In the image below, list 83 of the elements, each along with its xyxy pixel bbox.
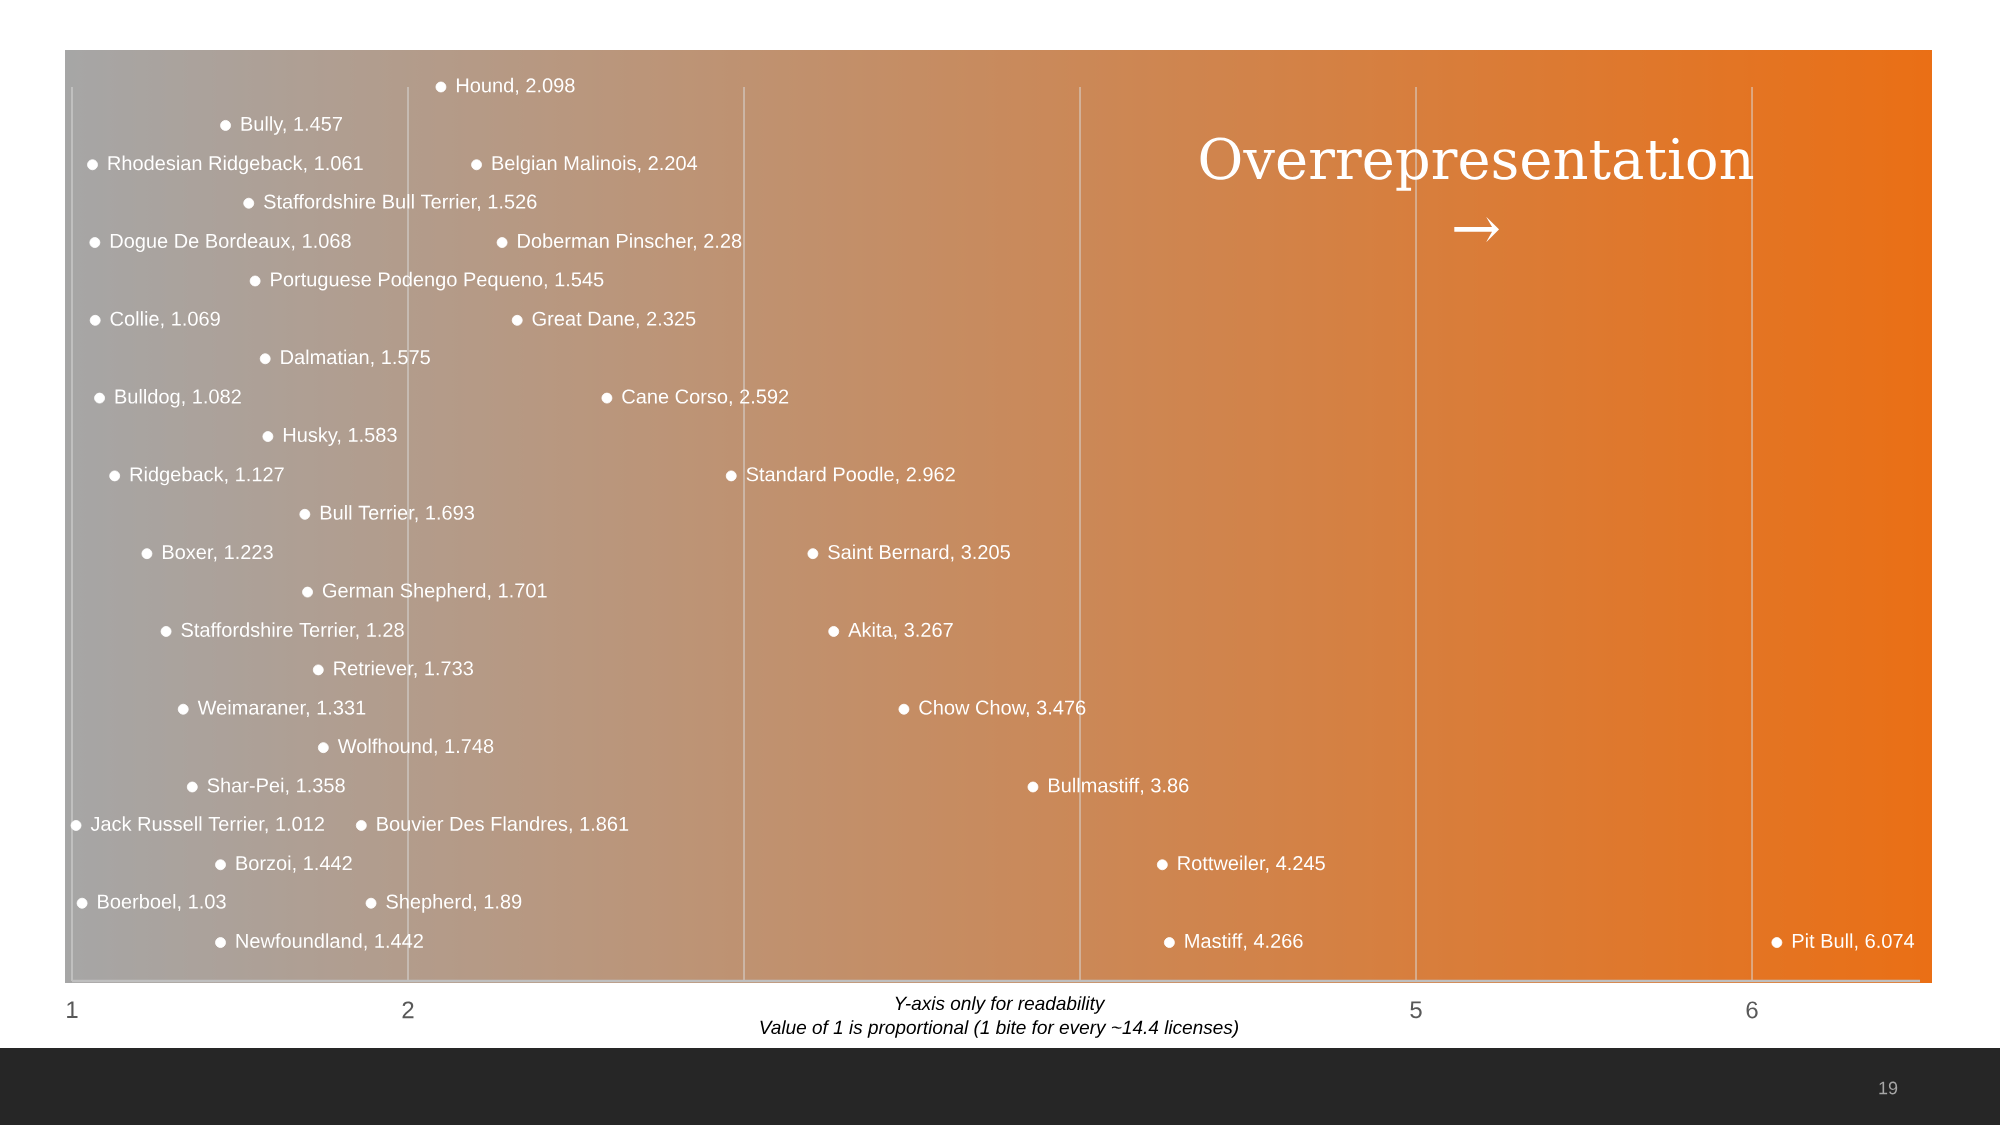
- point: [807, 548, 819, 560]
- annotation: Dalmatian, 1.575: [281, 349, 430, 367]
- annotation: Bully, 1.457: [241, 116, 342, 135]
- annotation: Husky, 1.583: [283, 427, 397, 446]
- point: [94, 392, 105, 404]
- point: [243, 197, 255, 209]
- annotation: Weimaraner, 1.331: [197, 700, 366, 718]
- x-tick-label: 5: [1410, 1001, 1422, 1019]
- point: [317, 742, 329, 754]
- x-tick-label: 6: [1746, 1001, 1758, 1019]
- text: Value of 1 is proportional (1 bite for every ~14.4 licenses): [760, 1020, 1238, 1038]
- annotation: Borzoi, 1.442: [236, 855, 352, 873]
- annotation: Doberman Pinscher, 2.28: [518, 233, 742, 251]
- text: Overrepresentation: [1200, 137, 1754, 191]
- annotation: Belgian Malinois, 2.204: [492, 155, 698, 175]
- point: [262, 431, 274, 442]
- point: [355, 820, 367, 831]
- annotation: Rhodesian Ridgeback, 1.061: [108, 155, 363, 175]
- point: [601, 392, 613, 404]
- annotation: Great Dane, 2.325: [532, 311, 696, 329]
- annotation: Saint Bernard, 3.205: [828, 544, 1010, 562]
- annotation: Chow Chow, 3.476: [919, 700, 1086, 718]
- annotation: Staffordshire Terrier, 1.28: [181, 622, 404, 640]
- text: 19: [1879, 1081, 1898, 1095]
- point: [89, 314, 101, 326]
- point: [89, 237, 101, 248]
- annotation: Newfoundland, 1.442: [236, 933, 423, 951]
- point: [299, 508, 311, 520]
- x-tick-label: 1: [67, 1001, 78, 1018]
- point: [725, 470, 737, 482]
- point: [109, 470, 121, 482]
- point: [302, 586, 313, 598]
- point: [87, 159, 98, 171]
- point: [471, 159, 482, 171]
- annotation: Akita, 3.267: [848, 622, 953, 640]
- text: Y-axis only for readability: [895, 996, 1106, 1014]
- point: [70, 820, 82, 831]
- point: [1156, 859, 1168, 871]
- annotation: Bouvier Des Flandres, 1.861: [377, 816, 629, 834]
- annotation: German Shepherd, 1.701: [322, 582, 547, 602]
- annotation: Bullmastiff, 3.86: [1049, 777, 1189, 795]
- annotation: Jack Russell Terrier, 1.012: [90, 816, 324, 834]
- annotation: Mastiff, 4.266: [1185, 933, 1303, 951]
- point: [215, 937, 226, 948]
- point: [141, 548, 153, 560]
- point: [1027, 781, 1039, 793]
- point: [76, 897, 88, 909]
- point: [220, 120, 231, 131]
- annotation: Retriever, 1.733: [334, 660, 473, 678]
- point: [215, 859, 226, 871]
- annotation: Shar-Pei, 1.358: [207, 777, 345, 795]
- point: [1771, 937, 1783, 948]
- point: [186, 781, 198, 793]
- annotation: Hound, 2.098: [456, 77, 575, 95]
- point: [898, 703, 910, 715]
- annotation: Cane Corso, 2.592: [622, 389, 789, 406]
- annotation: Portuguese Podengo Pequeno, 1.545: [271, 271, 604, 291]
- point: [496, 237, 508, 248]
- point: [365, 897, 377, 909]
- annotation: Standard Poodle, 2.962: [746, 466, 955, 484]
- annotation: →: [1454, 217, 1499, 242]
- point: [1163, 937, 1175, 948]
- annotation: Boxer, 1.223: [162, 544, 273, 562]
- annotation: Ridgeback, 1.127: [130, 466, 284, 486]
- x-tick-label: 2: [402, 1001, 414, 1019]
- point: [828, 626, 840, 637]
- annotation: Dogue De Bordeaux, 1.068: [110, 233, 351, 252]
- point: [259, 353, 271, 365]
- annotation: Boerboel, 1.03: [98, 894, 226, 912]
- annotation: Rottweiler, 4.245: [1178, 855, 1325, 873]
- point: [312, 664, 324, 676]
- point: [511, 314, 523, 326]
- annotation: Bulldog, 1.082: [115, 388, 241, 408]
- annotation: Pit Bull, 6.074: [1792, 933, 1915, 951]
- point: [435, 81, 447, 93]
- annotation: Bull Terrier, 1.693: [320, 505, 474, 523]
- annotation: Shepherd, 1.89: [386, 894, 522, 913]
- annotation: Collie, 1.069: [110, 311, 220, 329]
- annotation: Wolfhound, 1.748: [337, 738, 494, 756]
- point: [249, 275, 261, 287]
- point: [177, 703, 189, 715]
- annotation: Staffordshire Bull Terrier, 1.526: [264, 194, 537, 212]
- point: [160, 626, 172, 637]
